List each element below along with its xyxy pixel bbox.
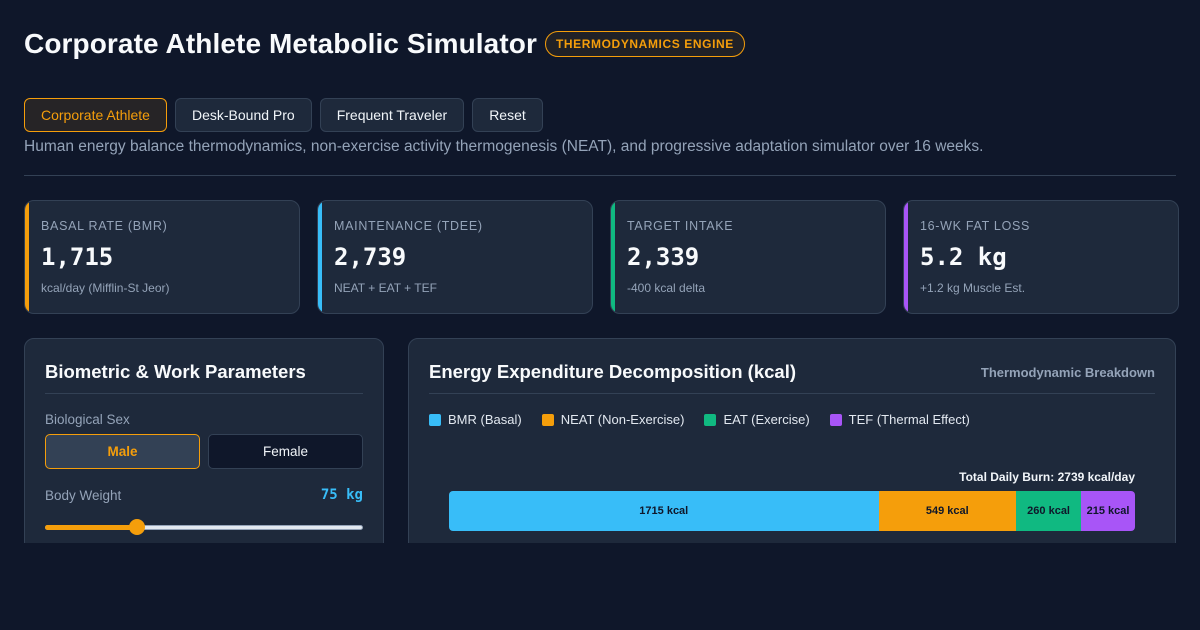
engine-badge: THERMODYNAMICS ENGINE [544,31,745,57]
preset-corporate-athlete-button[interactable]: Corporate Athlete [24,98,167,132]
page-subtitle: Human energy balance thermodynamics, non… [24,138,984,155]
legend-swatch [704,413,717,426]
viewport-cutoff [0,543,1200,630]
legend-swatch [541,413,554,426]
header-divider [24,175,1176,176]
slider-thumb[interactable] [129,519,146,535]
stat-accent [611,201,615,313]
stat-accent [318,201,322,313]
legend-item: EAT (Exercise) [704,412,810,427]
page-header: Corporate Athlete Metabolic Simulator TH… [24,28,745,60]
stat-cards: BASAL RATE (BMR) 1,715 kcal/day (Mifflin… [24,200,1179,314]
legend-item: TEF (Thermal Effect) [829,412,970,427]
stacked-bar: 1715 kcal 549 kcal 260 kcal 215 kcal [449,491,1135,531]
legend-swatch [429,413,441,426]
stat-card-tdee: MAINTENANCE (TDEE) 2,739 NEAT + EAT + TE… [317,200,593,314]
slider-fill [45,525,138,530]
stat-label: TARGET INTAKE [627,219,734,233]
chart-tag: Thermodynamic Breakdown [980,365,1155,380]
page-title: Corporate Athlete Metabolic Simulator [24,28,537,59]
stat-card-bmr: BASAL RATE (BMR) 1,715 kcal/day (Mifflin… [24,200,300,314]
stat-label: MAINTENANCE (TDEE) [334,219,483,233]
chart-title: Energy Expenditure Decomposition (kcal) [429,361,796,382]
preset-bar: Corporate Athlete Desk-Bound Pro Frequen… [24,98,543,132]
sex-toggle: Male Female [45,434,363,469]
bar-segment: 1715 kcal [449,491,879,531]
stat-accent [904,201,908,313]
legend-label: EAT (Exercise) [723,412,810,427]
stat-value: 2,739 [334,243,407,271]
stat-value: 5.2 kg [920,243,1007,271]
sex-male-button[interactable]: Male [45,434,200,469]
sex-female-button[interactable]: Female [208,434,363,469]
chart-header: Energy Expenditure Decomposition (kcal) … [429,361,1155,383]
legend-item: NEAT (Non-Exercise) [541,412,685,427]
parameters-panel: Biometric & Work Parameters Biological S… [24,338,384,568]
stat-value: 1,715 [41,243,114,271]
preset-desk-bound-pro-button[interactable]: Desk-Bound Pro [174,98,312,132]
stat-note: kcal/day (Mifflin-St Jeor) [41,281,170,295]
total-burn-label: Total Daily Burn: 2739 kcal/day [959,470,1135,484]
chart-legend: BMR (Basal) NEAT (Non-Exercise) EAT (Exerc… [429,412,1155,427]
stat-accent [25,201,29,313]
sex-label: Biological Sex [45,412,130,427]
bar-segment: 215 kcal [1081,491,1135,531]
legend-label: BMR (Basal) [448,412,522,427]
bar-segment: 260 kcal [1016,491,1082,531]
stat-value: 2,339 [627,243,700,271]
weight-label: Body Weight [45,487,122,503]
stat-card-fat-loss: 16-WK FAT LOSS 5.2 kg +1.2 kg Muscle Est… [903,200,1179,314]
stat-note: +1.2 kg Muscle Est. [920,281,1026,295]
stat-note: -400 kcal delta [627,281,706,295]
legend-label: NEAT (Non-Exercise) [560,412,685,427]
stat-note: NEAT + EAT + TEF [334,281,437,295]
stat-label: 16-WK FAT LOSS [920,219,1031,233]
weight-slider[interactable] [45,519,363,535]
legend-swatch [829,413,842,426]
bar-segment: 549 kcal [878,491,1017,531]
panel-divider [45,393,363,394]
stat-card-target-intake: TARGET INTAKE 2,339 -400 kcal delta [610,200,886,314]
parameters-title: Biometric & Work Parameters [45,361,306,382]
panel-divider [429,393,1155,394]
weight-value: 75 kg [320,487,363,503]
expenditure-panel: Energy Expenditure Decomposition (kcal) … [408,338,1176,568]
preset-frequent-traveler-button[interactable]: Frequent Traveler [319,98,465,132]
reset-button[interactable]: Reset [472,98,543,132]
stat-label: BASAL RATE (BMR) [41,219,168,233]
legend-label: TEF (Thermal Effect) [848,412,970,427]
weight-row: Body Weight 75 kg [45,487,363,503]
legend-item: BMR (Basal) [429,412,522,427]
